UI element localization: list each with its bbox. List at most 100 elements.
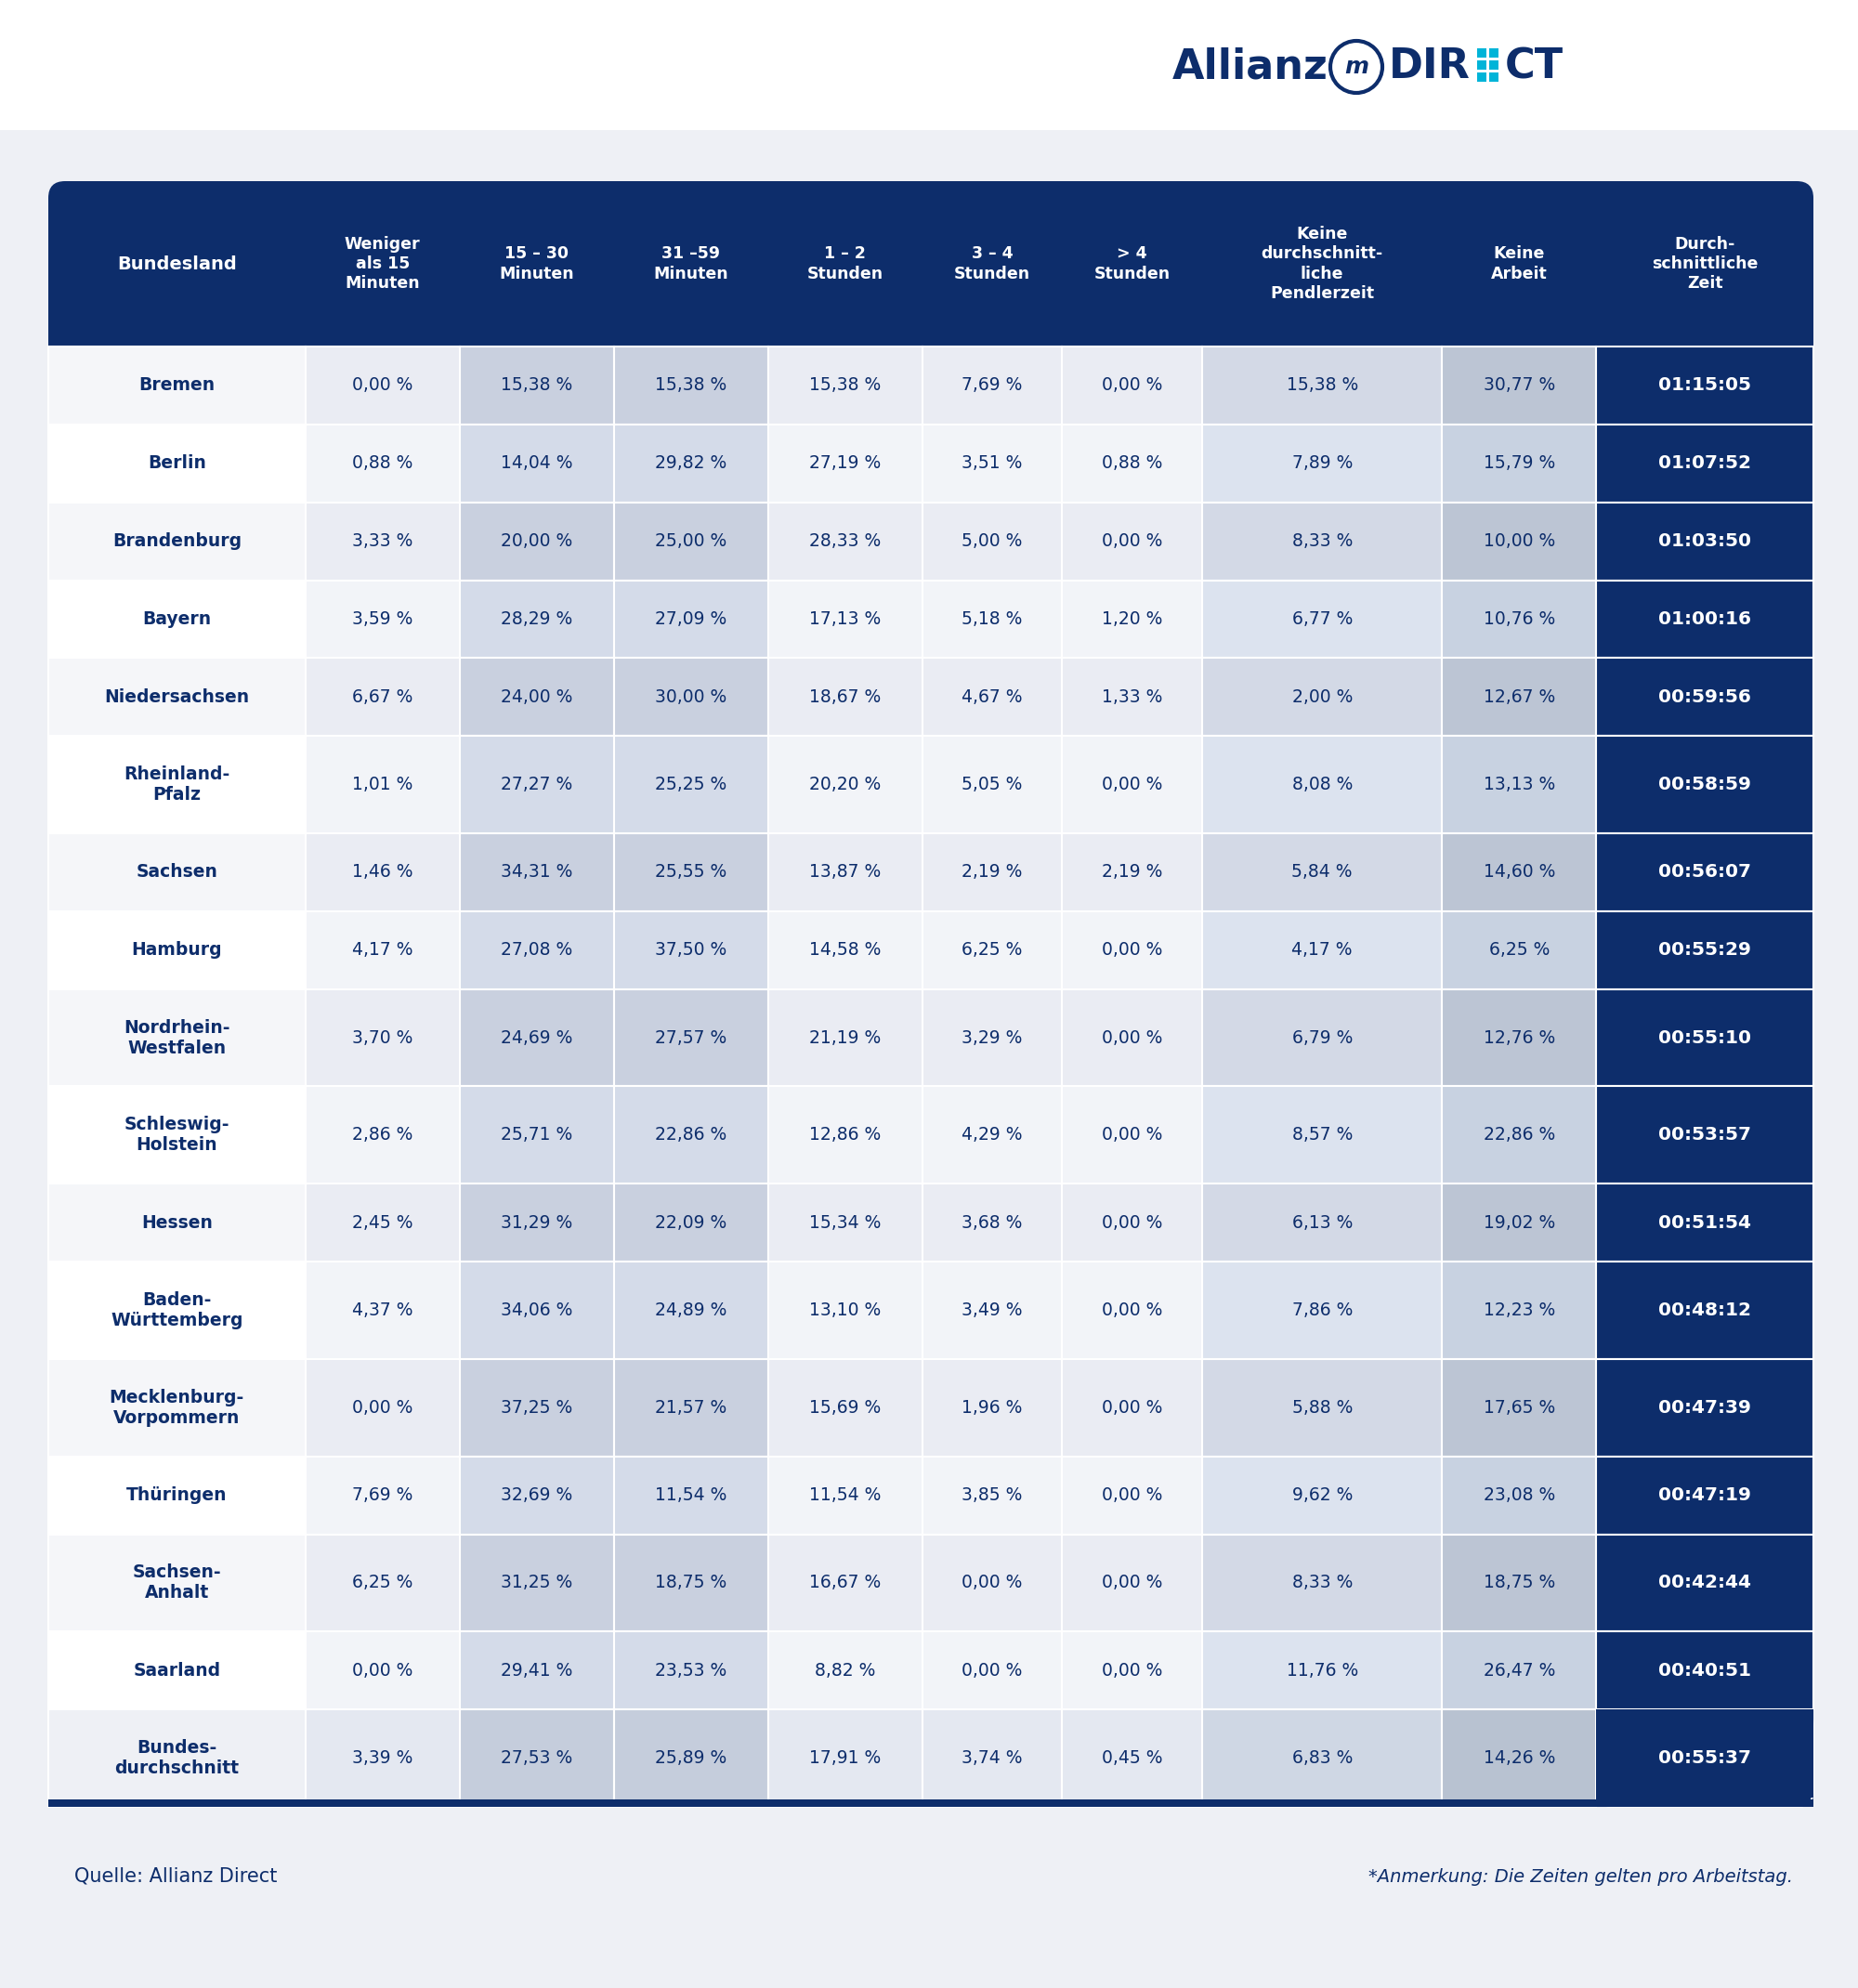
Bar xyxy=(0,129,1858,177)
Text: 37,50 %: 37,50 % xyxy=(656,940,726,958)
Bar xyxy=(613,1262,767,1360)
Text: 25,55 %: 25,55 % xyxy=(656,863,726,881)
Bar xyxy=(1442,833,1596,911)
Text: 14,26 %: 14,26 % xyxy=(1483,1749,1555,1767)
Bar xyxy=(459,990,613,1085)
Bar xyxy=(613,736,767,833)
Text: 19,02 %: 19,02 % xyxy=(1483,1215,1555,1231)
Bar xyxy=(1596,1085,1813,1183)
Text: 11,76 %: 11,76 % xyxy=(1286,1662,1358,1680)
Bar xyxy=(48,1183,305,1262)
Text: 8,57 %: 8,57 % xyxy=(1291,1127,1353,1143)
Bar xyxy=(1442,1457,1596,1535)
Text: 12,76 %: 12,76 % xyxy=(1483,1030,1555,1046)
Text: Saarland: Saarland xyxy=(134,1662,221,1680)
Bar xyxy=(1063,833,1202,911)
Text: 6,67 %: 6,67 % xyxy=(353,688,412,706)
Bar xyxy=(459,580,613,658)
Text: Keine
durchschnitt-
liche
Pendlerzeit: Keine durchschnitt- liche Pendlerzeit xyxy=(1262,225,1382,302)
Text: 22,09 %: 22,09 % xyxy=(656,1215,726,1231)
Bar xyxy=(48,503,305,580)
Text: Rheinland-
Pfalz: Rheinland- Pfalz xyxy=(124,765,230,803)
Text: 00:58:59: 00:58:59 xyxy=(1659,775,1752,793)
Text: 20,20 %: 20,20 % xyxy=(810,775,881,793)
Bar xyxy=(1442,658,1596,736)
Text: 5,84 %: 5,84 % xyxy=(1291,863,1353,881)
Text: 8,82 %: 8,82 % xyxy=(816,1662,875,1680)
Bar xyxy=(767,1457,922,1535)
Bar xyxy=(613,911,767,990)
Text: 0,00 %: 0,00 % xyxy=(1102,1662,1163,1680)
Text: 6,13 %: 6,13 % xyxy=(1291,1215,1353,1231)
Bar xyxy=(1202,346,1442,423)
Bar xyxy=(613,580,767,658)
Bar xyxy=(1063,346,1202,423)
Bar xyxy=(48,1710,305,1807)
Text: Niedersachsen: Niedersachsen xyxy=(104,688,249,706)
Bar xyxy=(1596,1262,1813,1360)
Text: 23,53 %: 23,53 % xyxy=(656,1662,726,1680)
Bar xyxy=(922,736,1063,833)
Text: 4,17 %: 4,17 % xyxy=(1291,940,1353,958)
Bar xyxy=(767,346,922,423)
Text: 11,54 %: 11,54 % xyxy=(656,1487,726,1505)
Text: Bayern: Bayern xyxy=(143,610,212,628)
Text: 1,46 %: 1,46 % xyxy=(351,863,412,881)
Bar xyxy=(459,503,613,580)
Text: 12,23 %: 12,23 % xyxy=(1483,1302,1555,1320)
Bar xyxy=(305,911,459,990)
Text: 3,49 %: 3,49 % xyxy=(962,1302,1022,1320)
Text: DIR: DIR xyxy=(1390,48,1470,87)
Text: Keine
Arbeit: Keine Arbeit xyxy=(1490,245,1548,282)
Text: 0,00 %: 0,00 % xyxy=(1102,1030,1163,1046)
Text: 6,83 %: 6,83 % xyxy=(1291,1749,1353,1767)
Bar xyxy=(305,990,459,1085)
Text: Sachsen: Sachsen xyxy=(136,863,217,881)
Bar xyxy=(1596,1632,1813,1710)
Bar xyxy=(1442,1710,1596,1807)
Bar xyxy=(459,1085,613,1183)
Text: 21,57 %: 21,57 % xyxy=(656,1400,726,1417)
Bar xyxy=(922,1710,1063,1807)
Bar xyxy=(48,1799,1813,1807)
Text: 0,00 %: 0,00 % xyxy=(353,1662,412,1680)
Text: 10,76 %: 10,76 % xyxy=(1483,610,1555,628)
Text: 0,00 %: 0,00 % xyxy=(1102,1400,1163,1417)
Bar xyxy=(1063,736,1202,833)
Text: 28,33 %: 28,33 % xyxy=(810,533,881,551)
Text: 3,29 %: 3,29 % xyxy=(962,1030,1022,1046)
Bar xyxy=(1442,580,1596,658)
Text: 6,25 %: 6,25 % xyxy=(353,1574,412,1592)
Text: 24,69 %: 24,69 % xyxy=(502,1030,572,1046)
Text: 27,53 %: 27,53 % xyxy=(502,1749,572,1767)
Text: 27,19 %: 27,19 % xyxy=(810,455,881,473)
Text: 00:40:51: 00:40:51 xyxy=(1659,1662,1752,1680)
Bar xyxy=(922,1360,1063,1457)
Bar xyxy=(459,1360,613,1457)
Text: 00:56:07: 00:56:07 xyxy=(1659,863,1752,881)
Text: m: m xyxy=(1345,56,1367,78)
Bar xyxy=(1596,990,1813,1085)
Text: 6,25 %: 6,25 % xyxy=(1488,940,1550,958)
Text: 5,88 %: 5,88 % xyxy=(1291,1400,1353,1417)
Bar xyxy=(48,658,305,736)
Text: 17,91 %: 17,91 % xyxy=(810,1749,881,1767)
Bar xyxy=(922,833,1063,911)
Bar xyxy=(1442,1085,1596,1183)
Text: 7,86 %: 7,86 % xyxy=(1291,1302,1353,1320)
Text: 3,85 %: 3,85 % xyxy=(962,1487,1022,1505)
Text: Hessen: Hessen xyxy=(141,1215,212,1231)
Bar xyxy=(613,1183,767,1262)
Bar xyxy=(1442,1262,1596,1360)
Bar xyxy=(922,1085,1063,1183)
Text: 2,19 %: 2,19 % xyxy=(962,863,1022,881)
Text: Hamburg: Hamburg xyxy=(132,940,223,958)
Bar xyxy=(459,1632,613,1710)
Bar xyxy=(305,503,459,580)
Bar xyxy=(1442,423,1596,503)
Bar xyxy=(767,736,922,833)
Bar xyxy=(1596,346,1813,423)
Bar xyxy=(305,1183,459,1262)
Bar xyxy=(48,1535,305,1632)
Text: 6,77 %: 6,77 % xyxy=(1291,610,1353,628)
